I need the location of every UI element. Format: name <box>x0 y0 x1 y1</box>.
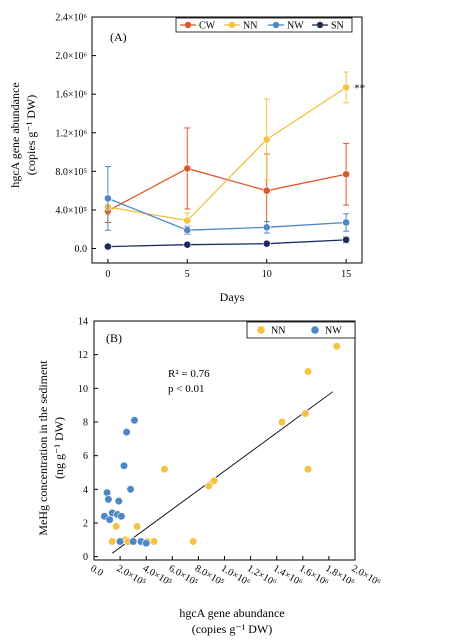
panel-b-legend-label-nn: NN <box>271 326 285 337</box>
panel-b-x-tick-label: 2.0×10⁶ <box>350 563 383 589</box>
panel-b-data-point-nn <box>332 342 341 351</box>
panel-a-y-tick-label: 4.0×10⁵ <box>55 205 87 216</box>
panel-a-data-point-sn <box>342 235 351 244</box>
panel-a-x-tick-label: 10 <box>262 269 272 280</box>
panel-b-y-tick-label: 2 <box>83 518 88 529</box>
panel-b-data-point-nw <box>115 537 125 546</box>
panel-b-label: (B) <box>106 331 122 345</box>
panel-a-data-point-cw <box>262 186 271 195</box>
panel-b-y-tick-label: 14 <box>78 317 88 328</box>
panel-b-data-point-nn <box>303 465 313 474</box>
panel-b-data-point-nw <box>129 537 138 546</box>
panel-a-label: (A) <box>110 30 127 44</box>
panel-b-legend-box <box>246 321 356 339</box>
panel-a-legend-box <box>175 17 353 33</box>
panel-b-data-point-nn <box>301 409 310 418</box>
panel-b-data-point-nn <box>303 367 313 376</box>
panel-b-data-point-nn <box>149 537 159 546</box>
panel-a-series-line-cw <box>107 167 347 212</box>
panel-a-legend-marker <box>184 21 192 29</box>
panel-b-data-point-nn <box>209 476 219 485</box>
panel-a-x-tick-label: 5 <box>185 269 190 280</box>
panel-a-x-axis-title: Days <box>220 290 245 304</box>
panel-b-x-tick-label: 2.0×10⁵ <box>115 563 148 588</box>
panel-b-data-point-nw <box>114 496 123 506</box>
panel-b-trendline <box>112 391 334 554</box>
panel-a-y-axis-title-line1: hgcA gene abundance <box>8 82 22 187</box>
panel-a-legend-marker <box>272 21 280 29</box>
panel-a-legend-marker <box>228 21 236 29</box>
panel-b-y-tick-label: 0 <box>83 552 88 563</box>
panel-a-significance-label: ** <box>354 82 365 94</box>
panel-a-series-line-nn <box>107 86 347 222</box>
panel-b-data-point-nw <box>102 488 112 497</box>
panel-b-x-tick-label: 8.0×10⁵ <box>193 563 226 588</box>
panel-a-series-line-sn <box>107 239 347 248</box>
panel-a-data-point-nw <box>183 226 192 235</box>
panel-b-data-point-nw <box>130 416 139 425</box>
panel-b-data-point-nn <box>160 465 169 474</box>
panel-b-data-point-nn <box>132 522 142 531</box>
panel-a-legend-label-nn: NN <box>243 21 257 32</box>
panel-b-y-tick-label: 4 <box>83 485 88 496</box>
panel-a-series-line-nw <box>107 197 347 231</box>
panel-a-data-point-nn <box>342 83 351 92</box>
panel-b-x-tick-label: 0.0 <box>89 563 105 579</box>
panel-b-data-point-nw <box>122 427 131 437</box>
panel-a-data-point-sn <box>103 242 112 251</box>
panel-b-p-value-label: p < 0.01 <box>168 383 204 395</box>
panel-b-data-point-nw <box>126 485 135 494</box>
panel-b-data-point-nw <box>104 495 113 504</box>
panel-a-data-point-nn <box>183 216 192 225</box>
panel-b-data-point-nn <box>277 417 287 427</box>
panel-a-legend-label-cw: CW <box>199 21 216 32</box>
panel-b-legend-marker <box>257 326 265 334</box>
panel-b-data-point-nn <box>112 522 121 531</box>
panel-a-plot-frame <box>91 16 363 264</box>
panel-b-x-axis-title-line2: (copies g⁻¹ DW) <box>192 622 273 636</box>
panel-b-data-point-nw <box>117 512 126 521</box>
panel-b-y-tick-label: 10 <box>78 384 88 395</box>
panel-b-x-axis-title-line1: hgcA gene abundance <box>179 606 284 620</box>
panel-b-data-point-nn <box>204 481 213 491</box>
panel-b-y-tick-label: 6 <box>83 451 88 462</box>
panel-a-data-point-sn <box>262 239 271 248</box>
panel-a-y-tick-label: 8.0×10⁵ <box>55 167 87 178</box>
panel-b-data-point-nw <box>119 461 129 470</box>
panel-a-x-tick-label: 0 <box>105 269 110 280</box>
panel-a-x-tick-label: 15 <box>341 269 351 280</box>
panel-a-y-tick-label: 1.2×10⁶ <box>55 128 87 139</box>
panel-a-data-point-sn <box>183 240 192 249</box>
panel-b-plot-frame <box>93 320 356 561</box>
panel-b-r2-label: R² = 0.76 <box>168 368 210 380</box>
panel-a-y-tick-label: 2.0×10⁶ <box>55 51 87 62</box>
panel-b-data-point-nn <box>108 537 117 546</box>
panel-b-x-tick-label: 4.0×10⁵ <box>141 563 174 588</box>
panel-a-y-tick-label: 0.0 <box>75 244 88 255</box>
panel-a-data-point-nw <box>262 223 271 232</box>
panel-b-y-axis-title-line1: MeHg concentration in the sediment <box>36 360 50 536</box>
panel-b-y-tick-label: 8 <box>83 417 88 428</box>
panel-a-data-point-cw <box>342 170 351 179</box>
panel-b-legend-label-nw: NW <box>325 326 342 337</box>
panel-a-data-point-nn <box>262 135 271 144</box>
panel-a-y-axis-title-line2: (copies g⁻¹ DW) <box>24 95 38 176</box>
panel-a-data-point-cw <box>183 164 192 173</box>
panel-b-x-tick-label: 6.0×10⁵ <box>167 563 200 588</box>
panel-b-y-axis-title-line2: (ng g⁻¹ DW) <box>52 417 66 479</box>
panel-a-legend-label-nw: NW <box>287 21 304 32</box>
panel-a-y-tick-label: 1.6×10⁶ <box>55 90 87 101</box>
panel-b-y-tick-label: 12 <box>78 350 88 361</box>
panel-a-legend-label-sn: SN <box>331 21 344 32</box>
panel-b-legend-marker <box>311 326 319 334</box>
panel-a-data-point-nw <box>103 194 112 203</box>
panel-a-legend-marker <box>316 21 324 29</box>
panel-a-y-tick-label: 2.4×10⁶ <box>55 13 87 24</box>
panel-b-data-point-nn <box>189 537 198 546</box>
panel-a-data-point-nw <box>342 218 351 227</box>
panel-b-data-point-nw <box>142 539 151 548</box>
